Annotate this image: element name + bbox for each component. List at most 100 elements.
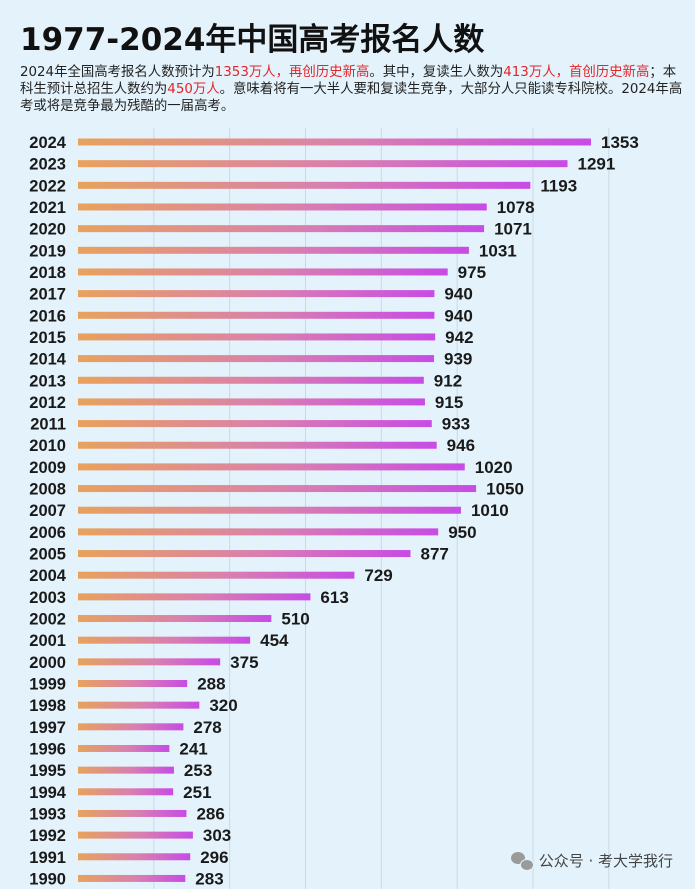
- year-label-2007: 2007: [29, 502, 66, 520]
- bar-2001: [78, 636, 251, 644]
- year-label-2011: 2011: [30, 416, 66, 434]
- year-label-1999: 1999: [29, 676, 66, 694]
- year-label-2003: 2003: [29, 589, 66, 607]
- bars: [78, 138, 591, 882]
- year-label-1998: 1998: [29, 697, 66, 715]
- bar-2010: [78, 441, 437, 449]
- bar-2005: [78, 550, 411, 558]
- value-label-2015: 942: [445, 328, 473, 347]
- value-label-2008: 1050: [486, 480, 524, 499]
- year-label-1990: 1990: [29, 870, 66, 888]
- value-label-1995: 253: [184, 761, 212, 780]
- value-label-2009: 1020: [475, 458, 513, 477]
- bar-2019: [78, 246, 469, 254]
- description: 2024年全国高考报名人数预计为1353万人，再创历史新高。其中，复读生人数为 4…: [20, 64, 685, 115]
- year-label-2021: 2021: [29, 199, 66, 217]
- desc-text-2: 。其中，复读生人数为: [369, 65, 504, 80]
- value-label-1993: 286: [196, 804, 224, 823]
- bar-2007: [78, 506, 461, 514]
- bar-2016: [78, 311, 435, 319]
- value-label-2004: 729: [364, 566, 392, 585]
- bar-chart-svg: 2024 2023 2022 2021 2020 2019 2018 2017 2016 2015…: [29, 128, 639, 889]
- value-label-1994: 251: [183, 783, 211, 802]
- year-label-2012: 2012: [29, 394, 66, 412]
- bar-2000: [78, 658, 221, 666]
- year-label-2009: 2009: [29, 459, 66, 477]
- bar-1999: [78, 680, 188, 687]
- year-label-2016: 2016: [29, 307, 66, 325]
- value-label-2023: 1291: [577, 155, 615, 174]
- watermark: 公众号 · 考大学我行: [510, 850, 673, 871]
- value-label-2021: 1078: [497, 198, 535, 217]
- year-label-1996: 1996: [29, 740, 66, 758]
- bar-2024: [78, 138, 591, 146]
- year-label-2005: 2005: [29, 546, 66, 564]
- bar-2004: [78, 571, 355, 579]
- value-label-2005: 877: [421, 545, 449, 564]
- bar-1990: [78, 874, 186, 882]
- value-label-2020: 1071: [494, 220, 532, 239]
- value-label-1991: 296: [200, 848, 228, 867]
- bar-1995: [78, 766, 174, 774]
- year-label-2014: 2014: [29, 351, 67, 369]
- value-label-1990: 283: [195, 869, 223, 888]
- bar-2017: [78, 290, 435, 298]
- desc-text-1: 2024年全国高考报名人数预计为: [20, 65, 215, 80]
- bar-2009: [78, 463, 465, 471]
- value-label-2006: 950: [448, 523, 476, 542]
- bar-2012: [78, 398, 425, 406]
- year-label-1995: 1995: [29, 762, 66, 780]
- bar-2020: [78, 225, 485, 233]
- value-label-2010: 946: [447, 436, 475, 455]
- year-label-2006: 2006: [29, 524, 66, 542]
- value-label-1997: 278: [193, 718, 221, 737]
- value-label-2011: 933: [442, 415, 470, 434]
- page-title: 1977-2024年中国高考报名人数: [20, 22, 485, 58]
- value-label-2024: 1353: [601, 133, 639, 152]
- year-label-2015: 2015: [29, 329, 66, 347]
- value-label-2016: 940: [444, 306, 472, 325]
- bar-2021: [78, 203, 487, 211]
- bar-2008: [78, 485, 477, 493]
- bar-1994: [78, 788, 174, 796]
- year-label-2010: 2010: [29, 437, 66, 455]
- year-label-2008: 2008: [29, 481, 66, 499]
- value-label-2019: 1031: [479, 241, 517, 260]
- value-label-1999: 288: [197, 675, 225, 694]
- bar-1996: [78, 744, 170, 752]
- year-label-2004: 2004: [29, 567, 67, 585]
- value-label-2012: 915: [435, 393, 463, 412]
- bar-2018: [78, 268, 448, 276]
- bar-2011: [78, 420, 432, 428]
- year-label-2019: 2019: [29, 242, 66, 260]
- value-label-2002: 510: [281, 610, 309, 629]
- bar-1991: [78, 853, 191, 861]
- bar-2014: [78, 355, 435, 363]
- bar-2013: [78, 376, 424, 384]
- bar-2022: [78, 181, 531, 189]
- wechat-icon: [510, 851, 534, 871]
- value-label-1998: 320: [209, 696, 237, 715]
- desc-text-3: ；本科生预计总招生人数约为: [20, 65, 677, 97]
- year-label-2018: 2018: [29, 264, 66, 282]
- bar-1997: [78, 723, 184, 731]
- value-label-2000: 375: [230, 653, 258, 672]
- year-label-2017: 2017: [29, 286, 66, 304]
- bar-1998: [78, 701, 200, 709]
- year-label-1992: 1992: [29, 827, 66, 845]
- value-label-2013: 912: [434, 371, 462, 390]
- value-label-2001: 454: [260, 631, 289, 650]
- year-labels: 2024 2023 2022 2021 2020 2019 2018 2017 2016 2015…: [29, 134, 67, 888]
- year-label-1997: 1997: [29, 719, 66, 737]
- year-label-2022: 2022: [29, 177, 66, 195]
- desc-highlight-enrollment: 450万人: [167, 82, 220, 97]
- value-label-2018: 975: [458, 263, 486, 282]
- watermark-text: 公众号 · 考大学我行: [538, 852, 673, 870]
- year-label-2001: 2001: [29, 632, 66, 650]
- value-label-2003: 613: [320, 588, 348, 607]
- year-label-2023: 2023: [29, 156, 66, 174]
- desc-highlight-total: 1353万人，再创历史新高: [214, 65, 370, 80]
- bar-1992: [78, 831, 193, 839]
- bar-chart: 2024 2023 2022 2021 2020 2019 2018 2017 2016 2015…: [0, 128, 695, 889]
